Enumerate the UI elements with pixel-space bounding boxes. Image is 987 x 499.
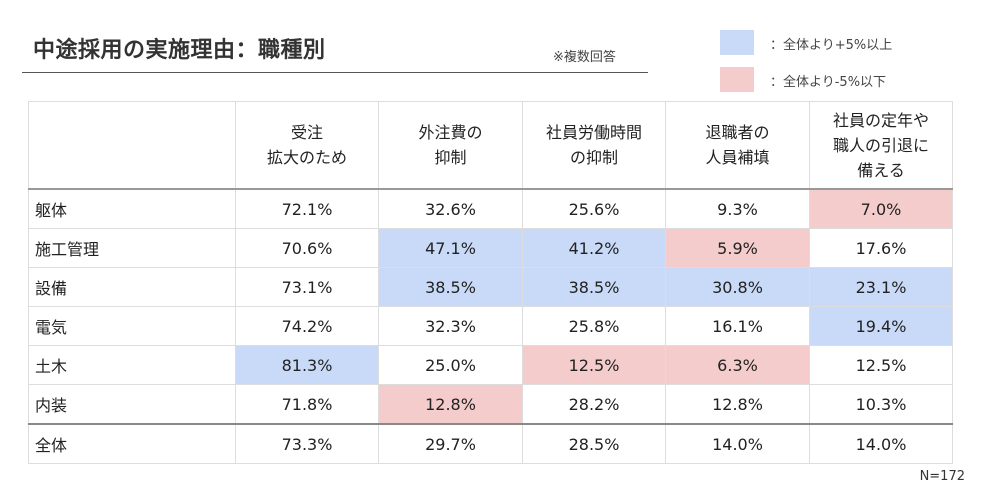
header-corner — [28, 101, 236, 190]
legend-label-down: ：全体より-5%以下 — [770, 75, 887, 90]
row-label: 全体 — [28, 423, 236, 464]
table-row: 電気 74.2% 32.3% 25.8% 16.1% 19.4% — [28, 306, 953, 346]
table-row: 設備 73.1% 38.5% 38.5% 30.8% 23.1% — [28, 267, 953, 307]
value-cell: 25.6% — [522, 188, 666, 229]
table-row: 土木 81.3% 25.0% 12.5% 6.3% 12.5% — [28, 345, 953, 385]
value-cell: 70.6% — [235, 228, 379, 268]
value-cell: 12.8% — [378, 384, 523, 425]
value-cell: 16.1% — [665, 306, 810, 346]
value-cell: 28.2% — [522, 384, 666, 425]
value-cell: 19.4% — [809, 306, 953, 346]
row-label: 躯体 — [28, 188, 236, 229]
total-row: 全体 73.3% 29.7% 28.5% 14.0% 14.0% — [28, 423, 953, 464]
value-cell: 23.1% — [809, 267, 953, 307]
value-cell: 5.9% — [665, 228, 810, 268]
value-cell: 12.5% — [809, 345, 953, 385]
value-cell: 41.2% — [522, 228, 666, 268]
value-cell: 25.0% — [378, 345, 523, 385]
value-cell: 14.0% — [809, 423, 953, 464]
legend-swatch-down — [720, 67, 754, 92]
value-cell: 38.5% — [522, 267, 666, 307]
value-cell: 74.2% — [235, 306, 379, 346]
value-cell: 72.1% — [235, 188, 379, 229]
value-cell: 71.8% — [235, 384, 379, 425]
legend-label-up: ：全体より+5%以上 — [770, 38, 893, 53]
column-header: 外注費の 抑制 — [378, 101, 523, 190]
column-header: 受注 拡大のため — [235, 101, 379, 190]
value-cell: 14.0% — [665, 423, 810, 464]
table-row: 躯体 72.1% 32.6% 25.6% 9.3% 7.0% — [28, 188, 953, 229]
value-cell: 73.1% — [235, 267, 379, 307]
value-cell: 17.6% — [809, 228, 953, 268]
value-cell: 73.3% — [235, 423, 379, 464]
value-cell: 38.5% — [378, 267, 523, 307]
row-label: 内装 — [28, 384, 236, 425]
table-row: 内装 71.8% 12.8% 28.2% 12.8% 10.3% — [28, 384, 953, 425]
value-cell: 32.3% — [378, 306, 523, 346]
row-label: 設備 — [28, 267, 236, 307]
legend-swatch-up — [720, 30, 754, 55]
value-cell: 9.3% — [665, 188, 810, 229]
value-cell: 81.3% — [235, 345, 379, 385]
value-cell: 32.6% — [378, 188, 523, 229]
column-header: 社員労働時間 の抑制 — [522, 101, 666, 190]
value-cell: 6.3% — [665, 345, 810, 385]
value-cell: 25.8% — [522, 306, 666, 346]
value-cell: 10.3% — [809, 384, 953, 425]
value-cell: 30.8% — [665, 267, 810, 307]
page-title: 中途採用の実施理由：職種別 — [33, 38, 326, 63]
value-cell: 47.1% — [378, 228, 523, 268]
sample-size: N=172 — [919, 469, 965, 484]
column-header: 社員の定年や 職人の引退に 備える — [809, 101, 953, 190]
column-header: 退職者の 人員補填 — [665, 101, 810, 190]
value-cell: 28.5% — [522, 423, 666, 464]
value-cell: 7.0% — [809, 188, 953, 229]
row-label: 土木 — [28, 345, 236, 385]
table-row: 施工管理 70.6% 47.1% 41.2% 5.9% 17.6% — [28, 228, 953, 268]
header-row: 受注 拡大のため 外注費の 抑制 社員労働時間 の抑制 退職者の 人員補填 社員の定年や 職人の引… — [28, 101, 953, 190]
row-label: 電気 — [28, 306, 236, 346]
value-cell: 12.5% — [522, 345, 666, 385]
value-cell: 12.8% — [665, 384, 810, 425]
multiple-answer-note: ※複数回答 — [553, 50, 616, 65]
row-label: 施工管理 — [28, 228, 236, 268]
title-divider — [22, 72, 648, 73]
reasons-table: 受注 拡大のため 外注費の 抑制 社員労働時間 の抑制 退職者の 人員補填 社員の定年や 職人の引… — [28, 101, 953, 464]
value-cell: 29.7% — [378, 423, 523, 464]
